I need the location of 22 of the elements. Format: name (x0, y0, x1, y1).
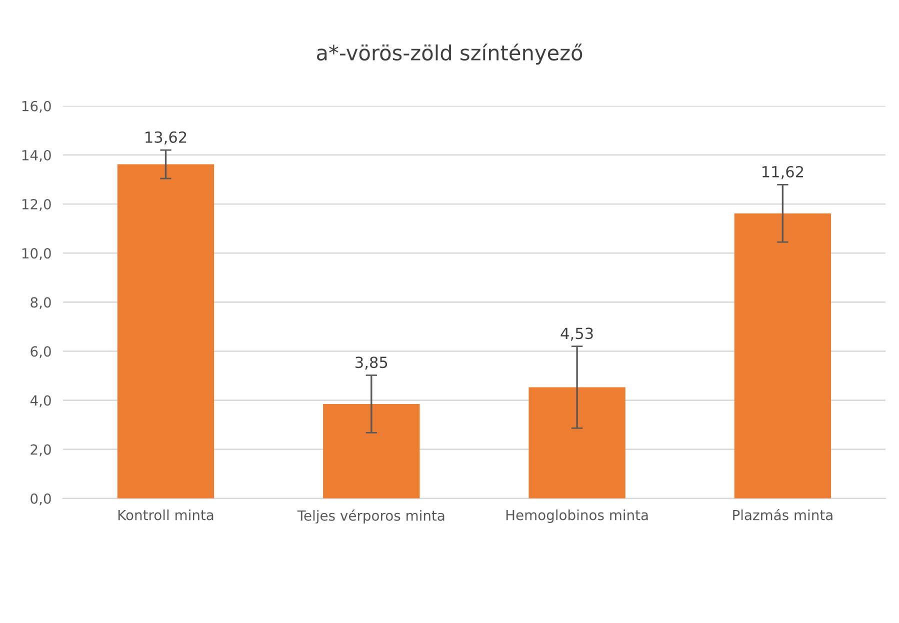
y-tick-label: 12,0 (22, 199, 51, 211)
y-tick-label: 8,0 (30, 297, 51, 310)
bar (528, 387, 626, 498)
y-tick-label: 6,0 (30, 346, 51, 358)
bar (117, 164, 214, 498)
data-label: 3,85 (356, 356, 388, 370)
chart-title: a*-vörös-zöld színtényező (316, 44, 582, 65)
data-label: 4,53 (560, 328, 593, 341)
bar (734, 213, 832, 498)
y-tick-label: 0,0 (30, 493, 51, 506)
data-label: 13,62 (146, 131, 186, 144)
y-tick-label: 2,0 (30, 444, 51, 456)
x-tick-label: Teljes vérporos minta (297, 510, 444, 524)
data-label: 11,62 (762, 166, 804, 180)
y-tick-label: 16,0 (22, 100, 51, 113)
y-tick-label: 14,0 (22, 150, 51, 162)
x-tick-label: Kontroll minta (118, 510, 214, 520)
x-tick-label: Plazmás minta (733, 508, 832, 520)
x-tick-label: Hemoglobinos minta (506, 510, 648, 523)
bar (323, 404, 420, 498)
y-tick-label: 10,0 (22, 248, 51, 260)
y-tick-label: 4,0 (30, 395, 51, 408)
